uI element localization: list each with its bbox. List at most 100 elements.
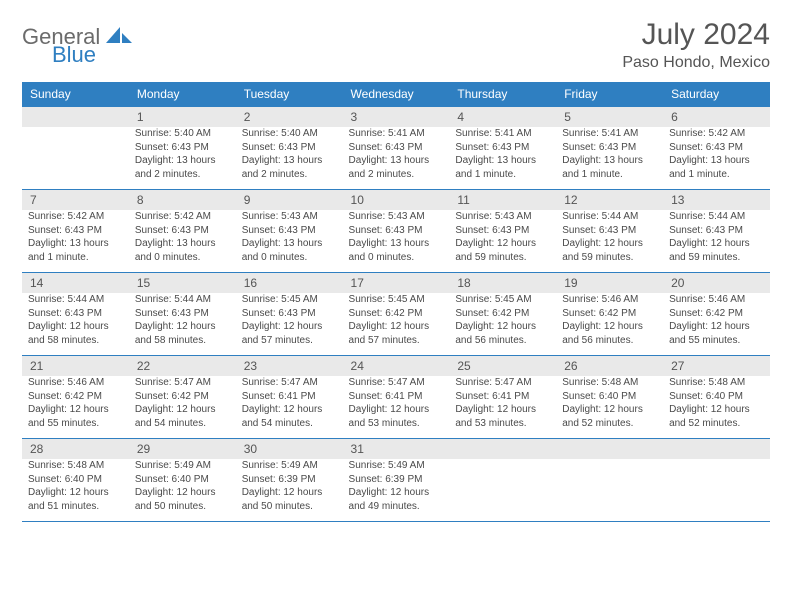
daylight-line-2: and 52 minutes. — [669, 417, 764, 431]
daylight-line-2: and 1 minute. — [28, 251, 123, 265]
dow-sunday: Sunday — [22, 82, 129, 107]
daylight-line-2: and 50 minutes. — [242, 500, 337, 514]
daylight-line-1: Daylight: 12 hours — [669, 237, 764, 251]
daylight-line-2: and 53 minutes. — [349, 417, 444, 431]
sunset-line: Sunset: 6:43 PM — [242, 141, 337, 155]
dow-monday: Monday — [129, 82, 236, 107]
daylight-line-1: Daylight: 12 hours — [135, 403, 230, 417]
dow-tuesday: Tuesday — [236, 82, 343, 107]
week-row: Sunrise: 5:40 AMSunset: 6:43 PMDaylight:… — [22, 127, 770, 190]
day-number-row: 14151617181920 — [22, 273, 770, 294]
sunrise-line: Sunrise: 5:49 AM — [135, 459, 230, 473]
day-number: 31 — [343, 439, 450, 460]
daylight-line-2: and 2 minutes. — [349, 168, 444, 182]
day-cell: Sunrise: 5:48 AMSunset: 6:40 PMDaylight:… — [22, 459, 129, 522]
day-cell — [556, 459, 663, 522]
week-row: Sunrise: 5:46 AMSunset: 6:42 PMDaylight:… — [22, 376, 770, 439]
daylight-line-2: and 56 minutes. — [455, 334, 550, 348]
daylight-line-2: and 53 minutes. — [455, 417, 550, 431]
day-number-row: 123456 — [22, 107, 770, 128]
day-number: 15 — [129, 273, 236, 294]
sunset-line: Sunset: 6:42 PM — [349, 307, 444, 321]
dow-thursday: Thursday — [449, 82, 556, 107]
daylight-line-2: and 55 minutes. — [669, 334, 764, 348]
sunrise-line: Sunrise: 5:40 AM — [242, 127, 337, 141]
day-number: 21 — [22, 356, 129, 377]
sunset-line: Sunset: 6:43 PM — [349, 141, 444, 155]
calendar-table: Sunday Monday Tuesday Wednesday Thursday… — [22, 82, 770, 522]
daylight-line-1: Daylight: 13 hours — [28, 237, 123, 251]
daylight-line-2: and 54 minutes. — [135, 417, 230, 431]
daylight-line-1: Daylight: 12 hours — [669, 403, 764, 417]
day-number: 3 — [343, 107, 450, 128]
day-number: 1 — [129, 107, 236, 128]
daylight-line-1: Daylight: 12 hours — [28, 486, 123, 500]
daylight-line-2: and 51 minutes. — [28, 500, 123, 514]
day-cell: Sunrise: 5:44 AMSunset: 6:43 PMDaylight:… — [663, 210, 770, 273]
sunrise-line: Sunrise: 5:43 AM — [349, 210, 444, 224]
sunset-line: Sunset: 6:40 PM — [669, 390, 764, 404]
day-number: 12 — [556, 190, 663, 211]
daylight-line-1: Daylight: 13 hours — [562, 154, 657, 168]
day-cell: Sunrise: 5:43 AMSunset: 6:43 PMDaylight:… — [343, 210, 450, 273]
dow-friday: Friday — [556, 82, 663, 107]
logo-text-2: Blue — [52, 42, 96, 68]
day-cell: Sunrise: 5:43 AMSunset: 6:43 PMDaylight:… — [236, 210, 343, 273]
day-cell — [22, 127, 129, 190]
sunset-line: Sunset: 6:43 PM — [242, 224, 337, 238]
page-title: July 2024 — [622, 18, 770, 52]
sunrise-line: Sunrise: 5:49 AM — [349, 459, 444, 473]
daylight-line-2: and 0 minutes. — [349, 251, 444, 265]
day-number: 26 — [556, 356, 663, 377]
sunset-line: Sunset: 6:42 PM — [669, 307, 764, 321]
day-number: 13 — [663, 190, 770, 211]
sunset-line: Sunset: 6:39 PM — [349, 473, 444, 487]
day-cell: Sunrise: 5:40 AMSunset: 6:43 PMDaylight:… — [129, 127, 236, 190]
day-cell: Sunrise: 5:46 AMSunset: 6:42 PMDaylight:… — [663, 293, 770, 356]
daylight-line-2: and 58 minutes. — [135, 334, 230, 348]
day-number: 27 — [663, 356, 770, 377]
daylight-line-1: Daylight: 13 hours — [349, 154, 444, 168]
sunset-line: Sunset: 6:40 PM — [28, 473, 123, 487]
sunrise-line: Sunrise: 5:42 AM — [669, 127, 764, 141]
location: Paso Hondo, Mexico — [622, 54, 770, 72]
daylight-line-1: Daylight: 12 hours — [135, 320, 230, 334]
daylight-line-2: and 50 minutes. — [135, 500, 230, 514]
daylight-line-1: Daylight: 13 hours — [242, 154, 337, 168]
week-row: Sunrise: 5:44 AMSunset: 6:43 PMDaylight:… — [22, 293, 770, 356]
week-row: Sunrise: 5:42 AMSunset: 6:43 PMDaylight:… — [22, 210, 770, 273]
sunrise-line: Sunrise: 5:48 AM — [562, 376, 657, 390]
sunset-line: Sunset: 6:43 PM — [28, 307, 123, 321]
day-cell — [449, 459, 556, 522]
sunset-line: Sunset: 6:43 PM — [562, 224, 657, 238]
daylight-line-1: Daylight: 13 hours — [242, 237, 337, 251]
day-cell: Sunrise: 5:49 AMSunset: 6:40 PMDaylight:… — [129, 459, 236, 522]
daylight-line-1: Daylight: 12 hours — [28, 320, 123, 334]
sunrise-line: Sunrise: 5:43 AM — [455, 210, 550, 224]
day-number — [663, 439, 770, 460]
day-cell — [663, 459, 770, 522]
sunset-line: Sunset: 6:43 PM — [455, 224, 550, 238]
sunrise-line: Sunrise: 5:47 AM — [135, 376, 230, 390]
day-cell: Sunrise: 5:49 AMSunset: 6:39 PMDaylight:… — [343, 459, 450, 522]
sunset-line: Sunset: 6:42 PM — [455, 307, 550, 321]
sunset-line: Sunset: 6:41 PM — [349, 390, 444, 404]
day-number: 19 — [556, 273, 663, 294]
sunrise-line: Sunrise: 5:45 AM — [455, 293, 550, 307]
day-number: 22 — [129, 356, 236, 377]
daylight-line-1: Daylight: 12 hours — [562, 237, 657, 251]
day-cell: Sunrise: 5:42 AMSunset: 6:43 PMDaylight:… — [22, 210, 129, 273]
daylight-line-1: Daylight: 12 hours — [455, 320, 550, 334]
sunrise-line: Sunrise: 5:44 AM — [669, 210, 764, 224]
daylight-line-1: Daylight: 12 hours — [562, 320, 657, 334]
day-number-row: 21222324252627 — [22, 356, 770, 377]
daylight-line-2: and 1 minute. — [669, 168, 764, 182]
sunrise-line: Sunrise: 5:45 AM — [242, 293, 337, 307]
daylight-line-2: and 2 minutes. — [242, 168, 337, 182]
day-number: 8 — [129, 190, 236, 211]
daylight-line-2: and 1 minute. — [455, 168, 550, 182]
daylight-line-1: Daylight: 13 hours — [669, 154, 764, 168]
daylight-line-1: Daylight: 12 hours — [455, 237, 550, 251]
sunrise-line: Sunrise: 5:46 AM — [562, 293, 657, 307]
sunrise-line: Sunrise: 5:44 AM — [28, 293, 123, 307]
